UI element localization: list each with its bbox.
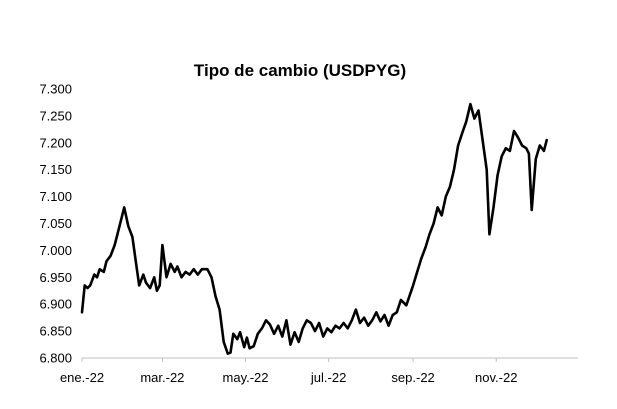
y-tick-label: 6.800 xyxy=(39,351,72,366)
x-tick-label: sep.-22 xyxy=(391,370,434,385)
y-tick-label: 7.200 xyxy=(39,135,72,150)
x-tick-label: jul.-22 xyxy=(310,370,346,385)
y-tick-label: 7.300 xyxy=(39,82,72,97)
series-line xyxy=(80,102,548,355)
series-group xyxy=(80,102,548,355)
x-tick-label: mar.-22 xyxy=(140,370,184,385)
y-tick-label: 7.050 xyxy=(39,216,72,231)
y-tick-label: 6.850 xyxy=(39,324,72,339)
y-tick-label: 7.250 xyxy=(39,108,72,123)
x-tick-label: nov.-22 xyxy=(475,370,517,385)
y-tick-label: 7.000 xyxy=(39,243,72,258)
y-tick-label: 6.950 xyxy=(39,270,72,285)
y-axis: 6.800 6.850 6.900 6.950 7.000 7.050 7.100 7.150… xyxy=(39,82,72,366)
x-tick-label: may.-22 xyxy=(223,370,269,385)
x-tick-label: ene.-22 xyxy=(60,370,104,385)
y-tick-label: 6.900 xyxy=(39,297,72,312)
y-tick-label: 7.100 xyxy=(39,189,72,204)
y-tick-label: 7.150 xyxy=(39,162,72,177)
chart-title: Tipo de cambio (USDPYG) xyxy=(194,61,406,80)
x-axis: ene.-22 mar.-22 may.-22 jul.-22 sep.-22 nov.-… xyxy=(60,357,578,385)
